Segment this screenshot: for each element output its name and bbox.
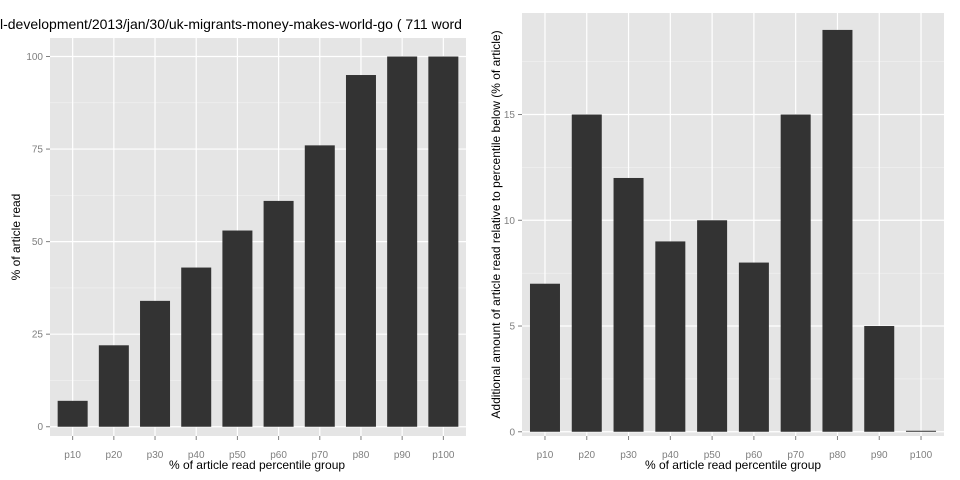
right-y-tick-label: 0 [509, 427, 515, 438]
right-x-tick-label: p30 [620, 450, 637, 461]
left-x-tick-label: p80 [353, 450, 370, 461]
right-x-tick-label: p50 [704, 450, 721, 461]
left-bar-p50 [222, 230, 253, 427]
left-y-tick-label: 75 [32, 145, 44, 156]
right-bar-p40 [655, 241, 686, 432]
left-bar-p90 [387, 56, 418, 427]
left-x-tick-label: p60 [270, 450, 287, 461]
right-x-axis-label: % of article read percentile group [645, 458, 821, 472]
right-bar-p50 [697, 220, 728, 432]
left-y-tick-label: 25 [32, 330, 44, 341]
right-bar-p30 [613, 177, 644, 432]
left-y-tick-label: 100 [26, 52, 43, 63]
left-y-tick-label: 50 [32, 237, 44, 248]
left-x-tick-label: p40 [188, 450, 205, 461]
left-x-tick-label: p30 [147, 450, 164, 461]
left-x-tick-label: p10 [64, 450, 81, 461]
right-y-axis-label: Additional amount of article read relati… [489, 30, 503, 418]
left-y-tick-label: 0 [37, 422, 43, 433]
left-bar-p20 [98, 345, 129, 427]
left-bar-p40 [181, 267, 212, 427]
right-y-tick-label: 5 [509, 322, 515, 333]
left-bar-p70 [304, 145, 335, 427]
right-bar-p60 [738, 262, 769, 432]
right-x-tick-label: p10 [537, 450, 554, 461]
left-bar-p100 [428, 56, 459, 427]
right-x-tick-label: p60 [746, 450, 763, 461]
left-bar-p10 [57, 400, 88, 427]
right-y-tick-label: 10 [504, 216, 516, 227]
right-x-tick-label: p20 [578, 450, 595, 461]
left-bar-p60 [263, 200, 294, 427]
left-x-axis-label: % of article read percentile group [169, 458, 345, 472]
left-bar-p30 [140, 300, 171, 427]
left-chart-panel: 0 25 50 75 100 p10 p20 p30 p40 p50 p60 p70 p80 p90 p10… [9, 38, 466, 472]
right-x-tick-label: p80 [829, 450, 846, 461]
right-y-tick-label: 15 [504, 110, 516, 121]
right-bar-p80 [822, 29, 853, 432]
left-x-tick-label: p50 [229, 450, 246, 461]
left-x-tick-label: p100 [432, 450, 455, 461]
left-bar-p80 [345, 75, 376, 427]
right-bar-p10 [529, 283, 560, 432]
left-x-tick-label: p20 [105, 450, 122, 461]
right-chart-panel: 0 5 10 15 p10 p20 p30 p40 p50 p60 p70 p80 p90 p100 % o… [489, 13, 944, 472]
left-x-tick-label: p70 [311, 450, 328, 461]
right-x-tick-label: p70 [787, 450, 804, 461]
right-x-tick-label: p100 [910, 450, 933, 461]
chart-title: l-development/2013/jan/30/uk-migrants-mo… [0, 16, 462, 32]
right-x-tick-label: p40 [662, 450, 679, 461]
left-x-tick-label: p90 [394, 450, 411, 461]
right-bar-p90 [864, 326, 895, 432]
right-bar-p20 [571, 114, 602, 432]
right-bar-p70 [780, 114, 811, 432]
right-bar-p100 [906, 430, 937, 432]
left-y-axis-label: % of article read [9, 194, 23, 281]
right-x-tick-label: p90 [871, 450, 888, 461]
